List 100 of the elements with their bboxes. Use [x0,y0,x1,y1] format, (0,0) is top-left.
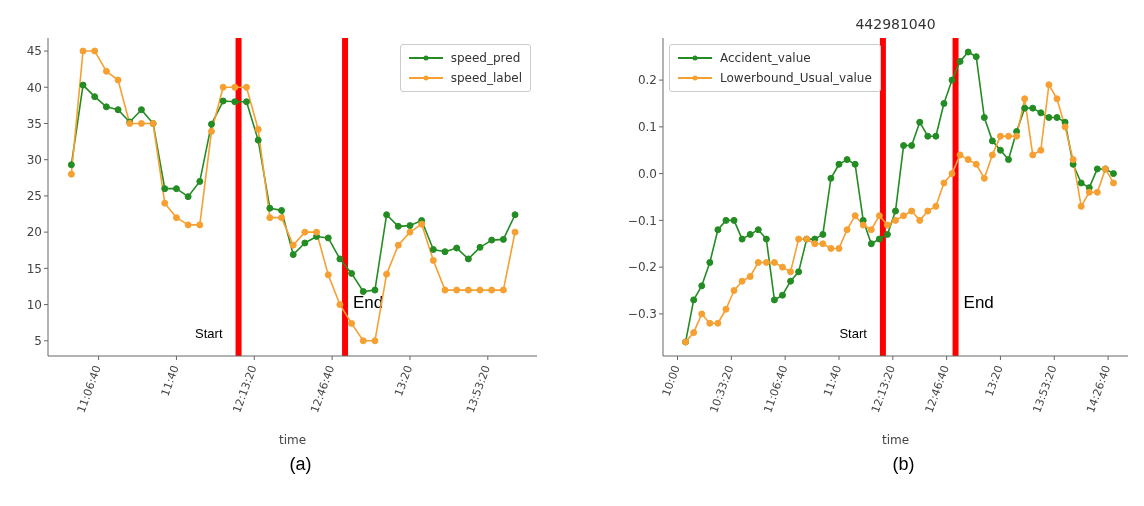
point [690,296,698,304]
x-axis-title: time [881,433,910,447]
point [324,234,332,242]
point [1045,114,1053,121]
point [336,301,344,309]
point [219,83,227,91]
x-axis-title: time [278,433,307,447]
y-tick-label: 25 [26,189,42,204]
point [714,319,722,327]
point [278,214,286,222]
point [827,174,835,182]
point [778,263,786,271]
point [988,137,996,145]
y-tick-label: −0.2 [627,260,657,275]
point [511,211,519,219]
point [243,98,250,106]
point [875,212,883,220]
point [916,118,924,126]
point [795,268,803,276]
legend-label: Accident_value [720,50,811,67]
point [336,255,344,263]
point [706,258,714,266]
point [102,67,110,75]
point [762,235,770,243]
point [875,235,883,243]
point [867,240,875,248]
point [795,235,803,243]
x-tick-label: 11:40 [158,363,182,398]
point [948,170,956,178]
point [301,239,309,247]
point [172,214,180,222]
point [429,246,437,254]
point [1109,170,1117,178]
point [161,185,169,193]
point [835,160,843,168]
point [932,202,940,210]
point [453,244,461,252]
point [488,286,496,294]
point [698,282,706,290]
point [464,255,472,263]
point [698,310,706,318]
point [91,47,99,55]
point [348,319,356,327]
point [453,286,461,294]
point [161,199,169,207]
point [1069,156,1077,164]
point [972,160,980,168]
y-tick-label: 0.1 [637,120,657,135]
point [313,228,321,236]
point [1077,179,1085,187]
point [231,83,239,91]
point [940,179,948,187]
point [738,277,746,285]
point [924,207,932,215]
point [956,151,964,159]
point [859,221,867,229]
point [1061,123,1069,131]
point [996,146,1004,154]
point [511,228,519,236]
point [394,222,402,230]
point [1053,114,1061,121]
point [787,277,795,285]
x-tick-label: 13:20 [982,363,1006,398]
legend-label: Lowerbound_Usual_value [720,70,872,87]
point [778,291,786,299]
point [1021,95,1029,103]
point [956,57,964,65]
point [770,258,778,266]
y-tick-label: 35 [26,116,42,131]
point [948,76,956,84]
point [964,48,972,56]
point [924,132,932,140]
point [1053,95,1061,103]
point [1093,188,1101,196]
point [301,228,309,236]
legend-label: speed_label [450,70,522,87]
point [499,286,507,294]
x-tick-label: 13:20 [392,363,416,398]
y-tick-label: 40 [26,80,42,95]
point [406,228,414,236]
point [730,216,738,224]
text: (a) [288,454,313,475]
point [79,81,87,89]
point [762,258,770,266]
y-tick-label: 5 [34,334,42,349]
point [196,221,204,229]
point [883,230,891,238]
ref-line-label: End [353,293,384,312]
point [207,120,215,128]
y-tick-label: 30 [26,152,42,167]
point [916,216,924,224]
chart-title: 442981040 [854,16,937,32]
point [91,93,99,101]
point [722,216,730,224]
point [787,268,795,276]
point [1021,104,1029,112]
y-tick-label: 0.0 [637,166,657,181]
ref-line-label: End [963,293,994,312]
point [900,212,908,220]
point [746,273,754,280]
